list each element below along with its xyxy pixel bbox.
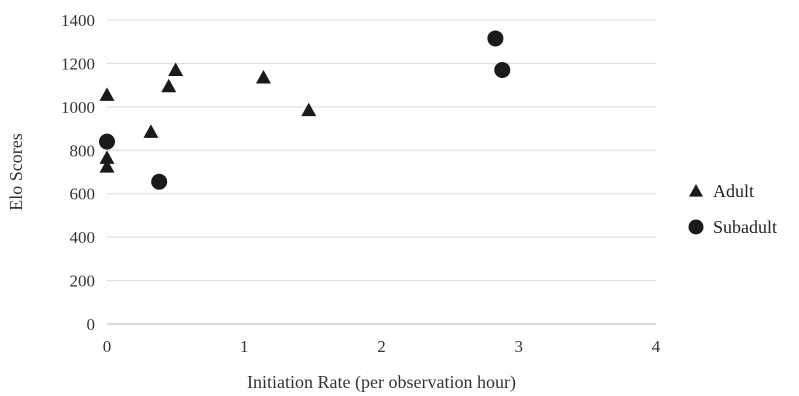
x-tick-label: 4 [652,337,661,356]
data-point-adult [161,78,177,93]
x-axis-title: Initiation Rate (per observation hour) [247,372,516,393]
data-point-adult [99,87,115,101]
y-tick-label: 1000 [61,98,95,117]
data-point-adult [255,70,271,84]
y-tick-label: 200 [70,272,96,291]
data-point-subadult [151,173,168,190]
legend-marker-triangle [689,184,703,197]
legend-item-subadult: Subadult [688,217,777,237]
y-axis-title: Elo Scores [6,133,26,210]
legend: Adult Subadult [688,181,777,237]
x-tick-label: 0 [103,337,112,356]
y-tick-label: 600 [70,185,96,204]
data-point-adult [143,124,159,138]
legend-label-subadult: Subadult [713,217,777,237]
gridlines [107,19,656,282]
legend-marker-circle [688,219,704,235]
legend-item-adult: Adult [689,181,754,201]
data-point-adult [99,159,115,173]
data-point-adult [99,150,115,164]
data-point-adult [301,102,317,117]
y-tick-label: 1400 [61,11,95,30]
y-tick-label: 400 [70,228,96,247]
y-tick-label: 1200 [61,54,95,73]
y-axis-ticks: 0 200 400 600 800 1000 1200 1400 [61,11,95,334]
data-point-subadult [487,30,504,47]
data-point-subadult [494,61,511,78]
x-axis-ticks: 0 1 2 3 4 [103,337,661,356]
data-points [99,30,511,190]
y-tick-label: 0 [87,315,96,334]
x-tick-label: 1 [240,337,249,356]
x-tick-label: 2 [377,337,386,356]
x-tick-label: 3 [515,337,524,356]
y-tick-label: 800 [70,141,96,160]
legend-label-adult: Adult [713,181,754,201]
data-point-subadult [99,133,115,150]
data-point-adult [168,62,184,76]
